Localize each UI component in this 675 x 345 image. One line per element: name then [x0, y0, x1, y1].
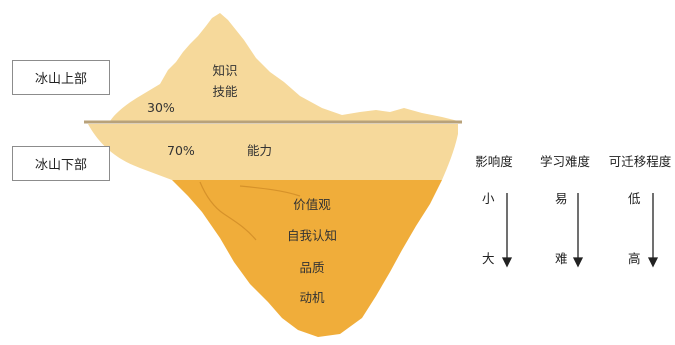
below-percent-label: 70% — [167, 143, 195, 158]
influence-header: 影响度 — [475, 154, 513, 169]
above-percent-label: 30% — [147, 100, 175, 115]
knowledge-label: 知识 — [212, 63, 238, 78]
above-water-label: 冰山上部 — [12, 60, 110, 95]
transferability-header: 可迁移程度 — [608, 154, 672, 169]
difficulty-bottom: 难 — [555, 251, 568, 266]
iceberg-tip — [110, 13, 458, 121]
motivation-label: 动机 — [299, 290, 325, 305]
skills-label: 技能 — [212, 84, 238, 99]
difficulty-header: 学习难度 — [539, 154, 591, 169]
transferability-arrow-head — [647, 257, 659, 268]
below-water-label: 冰山下部 — [12, 146, 110, 181]
influence-top: 小 — [482, 191, 495, 206]
iceberg-crevice — [199, 181, 257, 241]
iceberg-crevice — [239, 185, 301, 197]
traits-label: 品质 — [299, 260, 325, 275]
difficulty-arrow-head — [572, 257, 584, 268]
influence-bottom: 大 — [482, 251, 495, 266]
iceberg-deep — [172, 180, 442, 337]
transferability-bottom: 高 — [628, 251, 641, 266]
iceberg-waterline-band — [88, 124, 458, 180]
values-label: 价值观 — [293, 197, 331, 212]
ability-label: 能力 — [247, 143, 273, 158]
difficulty-top: 易 — [555, 191, 568, 206]
self-awareness-label: 自我认知 — [286, 228, 338, 243]
transferability-top: 低 — [628, 191, 641, 206]
influence-arrow-head — [501, 257, 513, 268]
